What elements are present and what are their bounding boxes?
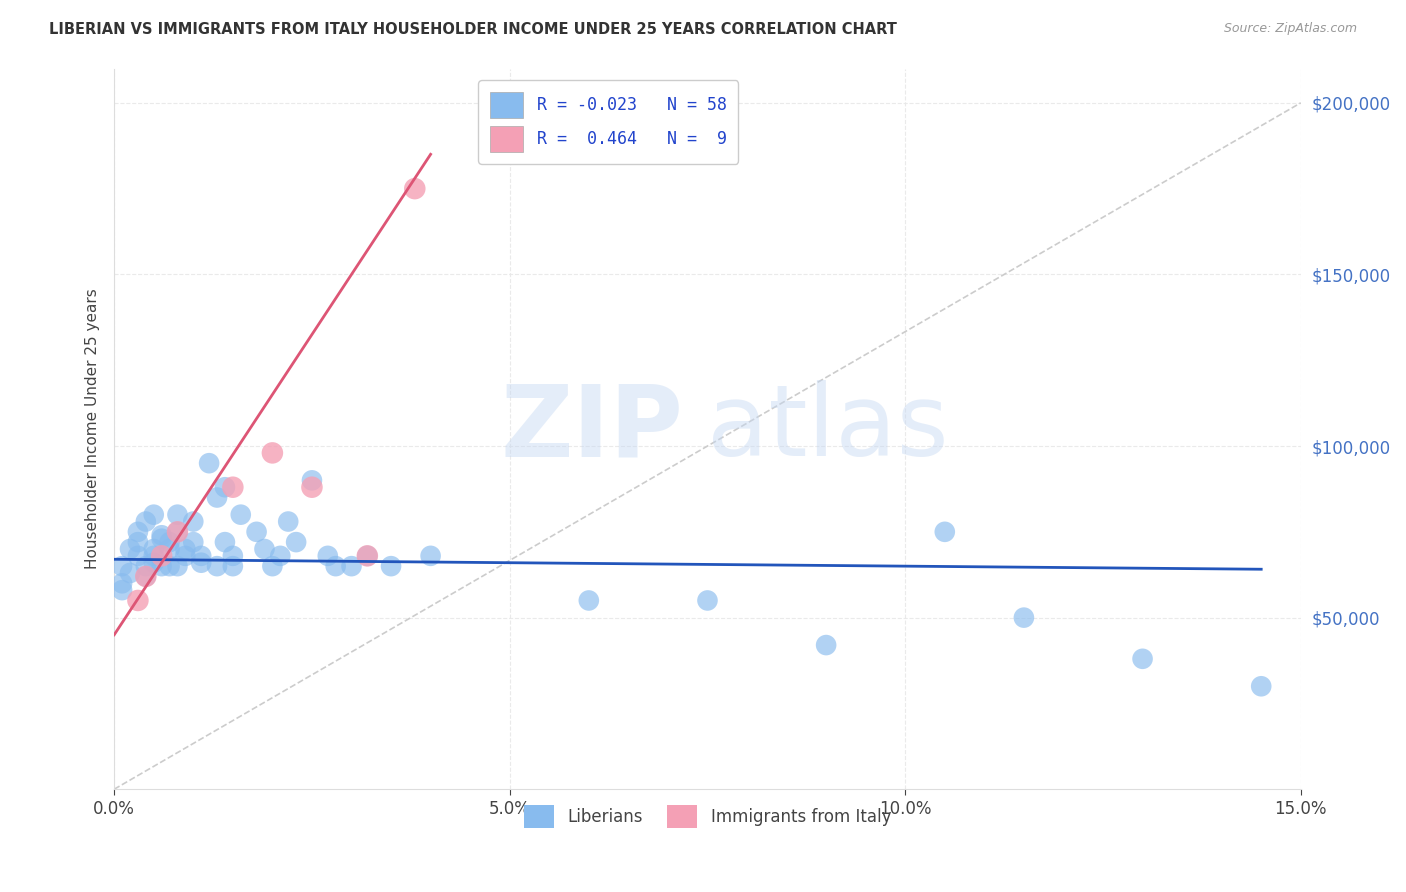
- Point: [198, 456, 221, 470]
- Point: [229, 508, 252, 522]
- Text: LIBERIAN VS IMMIGRANTS FROM ITALY HOUSEHOLDER INCOME UNDER 25 YEARS CORRELATION : LIBERIAN VS IMMIGRANTS FROM ITALY HOUSEH…: [49, 22, 897, 37]
- Text: Source: ZipAtlas.com: Source: ZipAtlas.com: [1223, 22, 1357, 36]
- Legend: Liberians, Immigrants from Italy: Liberians, Immigrants from Italy: [517, 798, 898, 835]
- Point: [205, 491, 228, 505]
- Point: [181, 515, 204, 529]
- Point: [150, 559, 173, 574]
- Point: [150, 528, 173, 542]
- Point: [301, 474, 323, 488]
- Point: [205, 559, 228, 574]
- Point: [578, 593, 600, 607]
- Point: [135, 569, 157, 583]
- Point: [174, 549, 197, 563]
- Point: [166, 524, 188, 539]
- Point: [245, 524, 267, 539]
- Point: [127, 524, 149, 539]
- Point: [127, 535, 149, 549]
- Point: [111, 576, 134, 591]
- Text: ZIP: ZIP: [501, 380, 683, 477]
- Point: [404, 181, 426, 195]
- Point: [150, 549, 173, 563]
- Point: [142, 541, 165, 556]
- Point: [111, 559, 134, 574]
- Point: [340, 559, 363, 574]
- Point: [118, 566, 141, 580]
- Point: [159, 535, 181, 549]
- Point: [325, 559, 347, 574]
- Y-axis label: Householder Income Under 25 years: Householder Income Under 25 years: [86, 288, 100, 569]
- Point: [934, 524, 956, 539]
- Point: [222, 559, 245, 574]
- Point: [135, 569, 157, 583]
- Text: atlas: atlas: [707, 380, 949, 477]
- Point: [174, 541, 197, 556]
- Point: [277, 515, 299, 529]
- Point: [150, 532, 173, 546]
- Point: [111, 583, 134, 598]
- Point: [1132, 652, 1154, 666]
- Point: [1012, 610, 1035, 624]
- Point: [1250, 679, 1272, 693]
- Point: [159, 559, 181, 574]
- Point: [127, 549, 149, 563]
- Point: [142, 549, 165, 563]
- Point: [190, 556, 212, 570]
- Point: [127, 593, 149, 607]
- Point: [181, 535, 204, 549]
- Point: [118, 541, 141, 556]
- Point: [142, 556, 165, 570]
- Point: [356, 549, 378, 563]
- Point: [222, 480, 245, 494]
- Point: [301, 480, 323, 494]
- Point: [696, 593, 718, 607]
- Point: [253, 541, 276, 556]
- Point: [316, 549, 339, 563]
- Point: [190, 549, 212, 563]
- Point: [269, 549, 291, 563]
- Point: [380, 559, 402, 574]
- Point: [222, 549, 245, 563]
- Point: [214, 480, 236, 494]
- Point: [815, 638, 838, 652]
- Point: [166, 508, 188, 522]
- Point: [262, 559, 284, 574]
- Point: [356, 549, 378, 563]
- Point: [262, 446, 284, 460]
- Point: [285, 535, 308, 549]
- Point: [135, 515, 157, 529]
- Point: [166, 524, 188, 539]
- Point: [135, 559, 157, 574]
- Point: [142, 508, 165, 522]
- Point: [166, 559, 188, 574]
- Point: [214, 535, 236, 549]
- Point: [159, 541, 181, 556]
- Point: [419, 549, 441, 563]
